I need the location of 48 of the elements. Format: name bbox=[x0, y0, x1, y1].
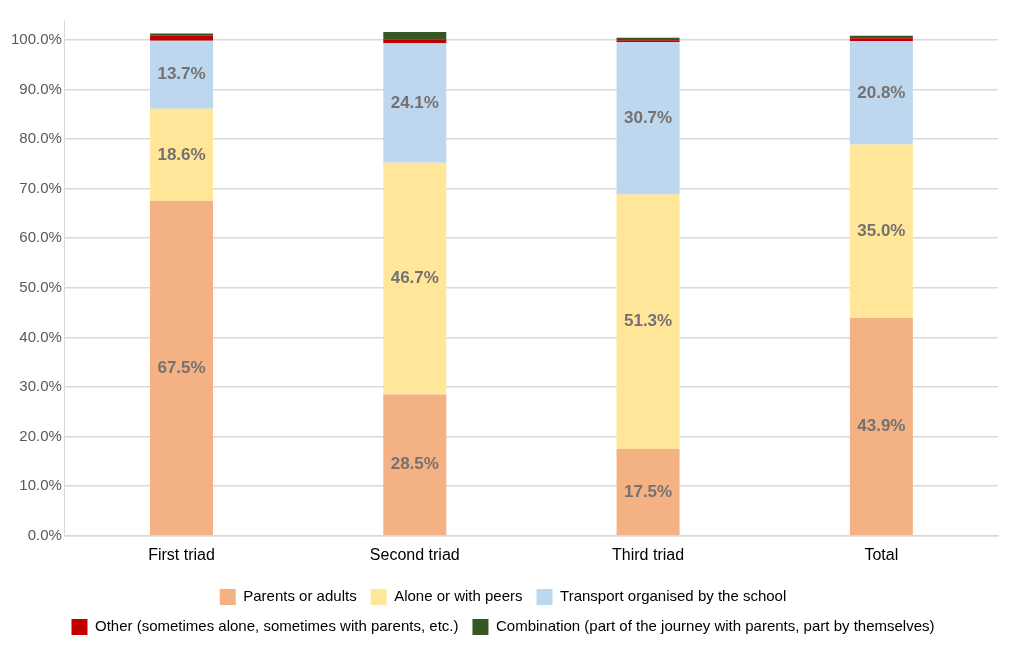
x-tick-label: Third triad bbox=[612, 545, 685, 563]
y-tick-label: 80.0% bbox=[19, 129, 62, 147]
data-label: 20.8% bbox=[857, 82, 906, 102]
y-tick-label: 0.0% bbox=[27, 525, 62, 543]
y-tick-label: 50.0% bbox=[19, 277, 62, 295]
bar bbox=[849, 41, 913, 145]
data-label: 17.5% bbox=[623, 481, 673, 501]
data-label: 43.9% bbox=[857, 416, 906, 436]
y-tick-label: 70.0% bbox=[19, 178, 62, 196]
bar bbox=[150, 35, 214, 41]
legend-label: Combination (part of the journey with parents, part by themselves) bbox=[495, 617, 935, 635]
x-tick-label: Second triad bbox=[369, 545, 460, 563]
y-tick-label: 100.0% bbox=[11, 29, 62, 47]
y-tick-label: 30.0% bbox=[19, 377, 62, 395]
bar bbox=[849, 318, 913, 536]
bar bbox=[383, 43, 447, 163]
bar bbox=[616, 449, 680, 536]
bar bbox=[150, 108, 214, 202]
bar bbox=[383, 31, 447, 40]
data-label: 30.7% bbox=[623, 108, 673, 128]
legend-label: Alone or with peers bbox=[394, 587, 523, 605]
y-tick-label: 20.0% bbox=[19, 426, 62, 444]
bar bbox=[383, 39, 447, 44]
data-label: 28.5% bbox=[390, 454, 439, 474]
y-tick-label: 40.0% bbox=[19, 327, 62, 345]
bar bbox=[616, 194, 680, 450]
bar bbox=[150, 201, 214, 536]
x-tick-label: Total bbox=[864, 545, 899, 563]
data-label: 24.1% bbox=[390, 92, 439, 112]
x-tick-label: First triad bbox=[148, 545, 215, 563]
legend-label: Parents or adults bbox=[243, 587, 357, 605]
bar bbox=[383, 162, 447, 395]
data-label: 18.6% bbox=[157, 144, 206, 164]
bar bbox=[616, 42, 680, 195]
data-label: 51.3% bbox=[623, 311, 673, 331]
bar bbox=[150, 40, 214, 109]
data-label: 67.5% bbox=[157, 357, 206, 377]
y-tick-label: 60.0% bbox=[19, 228, 62, 246]
y-tick-label: 90.0% bbox=[19, 79, 62, 97]
bar bbox=[383, 394, 447, 536]
y-tick-label: 10.0% bbox=[19, 476, 62, 494]
legend-label: Transport organised by the school bbox=[560, 587, 787, 605]
bar bbox=[849, 144, 913, 319]
bar bbox=[150, 33, 214, 36]
data-label: 46.7% bbox=[390, 268, 439, 288]
data-label: 13.7% bbox=[157, 64, 206, 84]
data-label: 35.0% bbox=[857, 220, 906, 240]
legend-label: Other (sometimes alone, sometimes with parents, etc.) bbox=[95, 617, 459, 635]
